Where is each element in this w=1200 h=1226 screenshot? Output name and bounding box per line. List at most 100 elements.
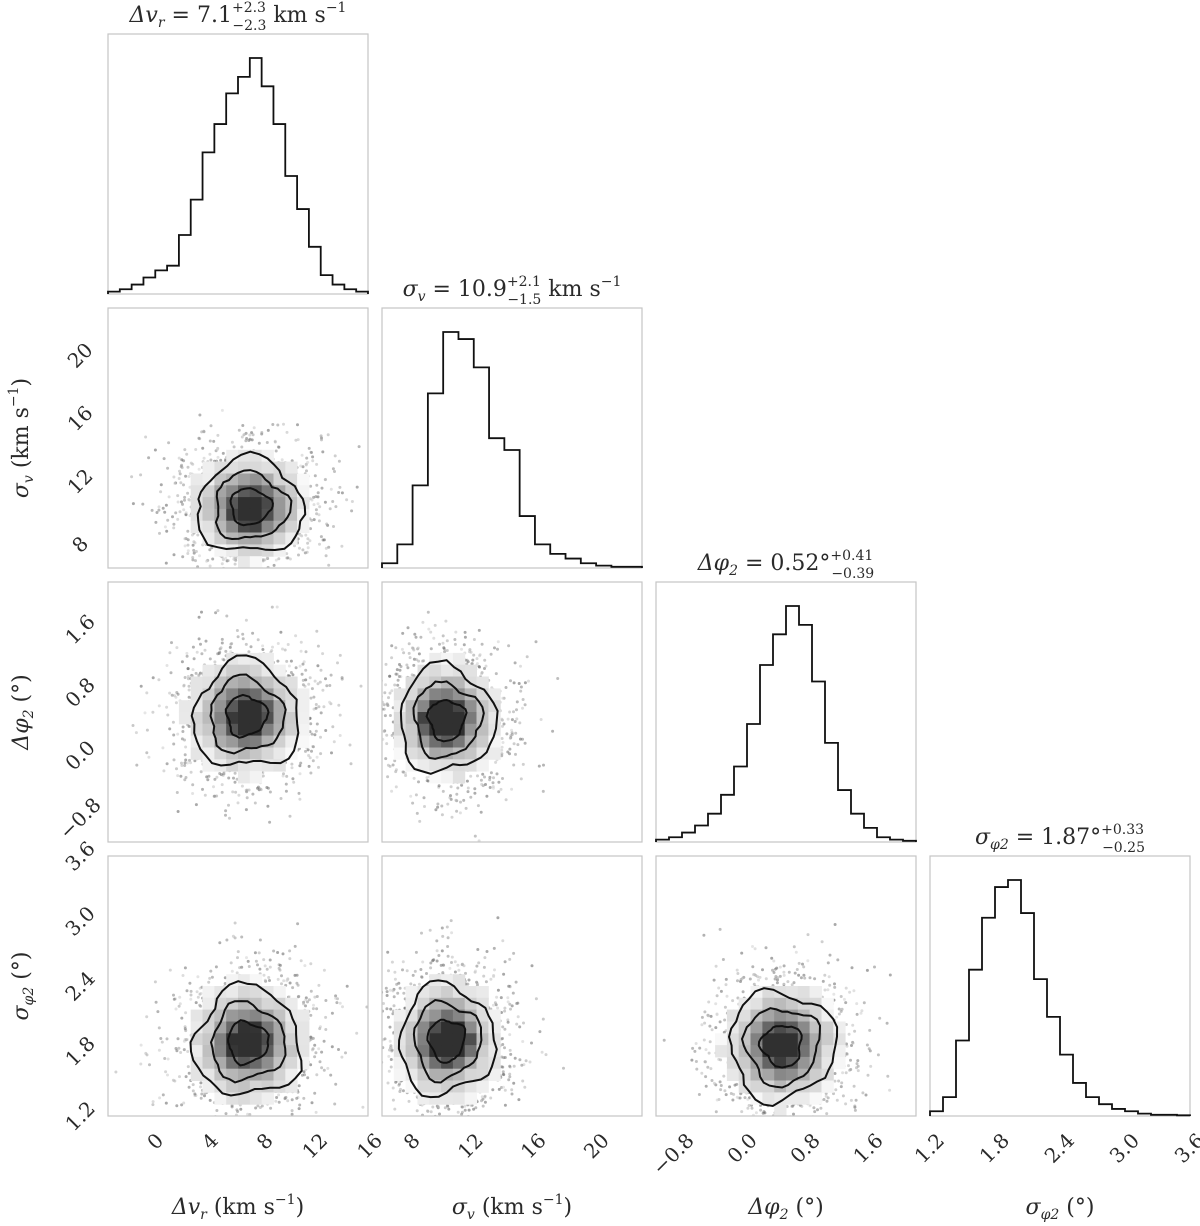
contour-level-3 (227, 1019, 270, 1067)
scatter-point (397, 981, 401, 985)
scatter-point (139, 684, 143, 688)
scatter-point (514, 752, 517, 756)
scatter-point (244, 431, 248, 435)
scatter-point (186, 543, 190, 547)
density-cell (809, 1068, 822, 1081)
scatter-point (398, 1082, 401, 1086)
scatter-point (779, 1143, 782, 1146)
scatter-point (710, 1028, 714, 1032)
scatter-point (227, 1133, 230, 1136)
scatter-point (429, 630, 433, 634)
density-cell (238, 700, 251, 713)
y-tick-label: 1.8 (60, 1031, 99, 1070)
scatter-point (275, 1096, 279, 1099)
scatter-panel-sv-dphi2 (378, 581, 643, 843)
scatter-point (499, 787, 503, 791)
scatter-point (294, 634, 298, 638)
scatter-point (427, 1119, 430, 1122)
scatter-point (236, 801, 240, 805)
density-cell (786, 1056, 799, 1070)
scatter-point (365, 1008, 368, 1011)
scatter-point (530, 1041, 533, 1045)
scatter-point (245, 796, 249, 800)
scatter-point (443, 1106, 447, 1110)
scatter-point (795, 968, 799, 971)
scatter-point (406, 666, 410, 670)
scatter-point (182, 508, 186, 512)
density-cell (464, 723, 477, 737)
scatter-point (212, 785, 215, 789)
density-cell (190, 676, 203, 689)
scatter-point (441, 934, 445, 938)
scatter-point (306, 537, 310, 541)
scatter-point (314, 1051, 318, 1055)
scatter-point (176, 774, 180, 778)
scatter-point (187, 684, 191, 688)
density-cell (261, 473, 274, 486)
density-cell (429, 986, 442, 999)
scatter-point (523, 703, 527, 707)
density-cell (464, 712, 477, 725)
scatter-point (823, 988, 827, 992)
scatter-point (484, 664, 488, 668)
scatter-point (391, 763, 395, 767)
scatter-point (183, 676, 187, 679)
density-cell (476, 676, 489, 689)
scatter-point (513, 720, 517, 723)
density-cell (297, 485, 310, 498)
density-cell (273, 747, 286, 760)
scatter-point (359, 684, 363, 688)
scatter-point (221, 451, 225, 455)
scatter-point (775, 1120, 778, 1123)
scatter-point (496, 988, 500, 992)
density-cell (273, 461, 286, 474)
scatter-point (403, 771, 407, 775)
scatter-point (378, 638, 381, 641)
scatter-point (338, 485, 342, 489)
scatter-point (139, 1062, 143, 1066)
scatter-point (297, 1107, 301, 1111)
density-cell (464, 1068, 477, 1081)
scatter-point (317, 1117, 320, 1120)
scatter-point (253, 576, 256, 579)
scatter-point (421, 1133, 424, 1136)
scatter-point (232, 574, 235, 577)
scatter-point (300, 1073, 304, 1077)
scatter-point (165, 705, 169, 709)
scatter-point (518, 1025, 522, 1029)
scatter-point (320, 486, 324, 490)
density-cell (393, 712, 407, 725)
scatter-point (501, 1070, 505, 1074)
scatter-point (306, 460, 310, 464)
scatter-point (191, 556, 195, 559)
scatter-point (816, 1108, 819, 1112)
scatter-point (510, 1004, 514, 1008)
scatter-point (778, 974, 782, 978)
scatter-point (425, 972, 428, 975)
scatter-point (243, 1153, 246, 1156)
scatter-point (174, 1047, 178, 1050)
panel-frame (655, 855, 917, 1117)
scatter-point (690, 1058, 694, 1062)
scatter-point (826, 988, 830, 992)
scatter-point (170, 693, 174, 697)
scatter-point (357, 445, 361, 449)
scatter-point (357, 1005, 360, 1008)
scatter-point (290, 459, 294, 463)
scatter-point (489, 771, 493, 775)
scatter-point (309, 1013, 313, 1017)
density-cell (190, 747, 203, 760)
scatter-point (312, 1003, 315, 1007)
scatter-point (418, 819, 422, 823)
scatter-point (507, 984, 511, 988)
scatter-point (714, 1002, 718, 1006)
scatter-point (502, 1073, 506, 1077)
density-cell (297, 1021, 310, 1034)
scatter-point (417, 652, 421, 656)
scatter-point (200, 610, 203, 614)
scatter-point (262, 958, 266, 962)
scatter-point (200, 577, 203, 580)
scatter-point (278, 963, 282, 967)
density-cell (297, 700, 310, 713)
scatter-point (386, 950, 390, 954)
